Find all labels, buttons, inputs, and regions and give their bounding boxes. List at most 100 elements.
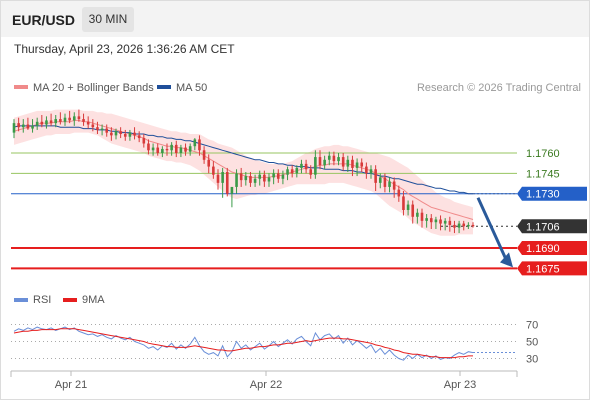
candle-body bbox=[337, 157, 340, 162]
x-axis: Apr 21 Apr 22 Apr 23 bbox=[10, 370, 518, 391]
candle-body bbox=[369, 169, 373, 174]
candle-body bbox=[212, 166, 215, 175]
candle-body bbox=[383, 177, 387, 187]
candle-body bbox=[91, 124, 95, 128]
candle-body bbox=[35, 121, 39, 126]
rsi-series-RSI bbox=[13, 326, 474, 361]
candle-body bbox=[429, 218, 433, 223]
candle-body bbox=[388, 181, 391, 187]
candle-body bbox=[221, 172, 224, 183]
candle-body bbox=[82, 119, 85, 122]
candle-body bbox=[406, 204, 410, 210]
ma50-line bbox=[13, 125, 473, 195]
candle-body bbox=[471, 224, 475, 227]
candle-body bbox=[402, 196, 405, 210]
legend-rsi-ma-swatch bbox=[63, 298, 77, 302]
candle-body bbox=[110, 132, 113, 136]
candle-body bbox=[253, 178, 257, 183]
forecast-arrow bbox=[476, 197, 513, 268]
level-tag-1.1745: 1.1745 bbox=[526, 168, 560, 180]
candle-body bbox=[318, 157, 322, 166]
candle-body bbox=[184, 147, 187, 152]
candle-body bbox=[290, 169, 294, 174]
candle-body bbox=[425, 218, 428, 221]
rsi-series-9MA bbox=[13, 328, 473, 359]
candle-body bbox=[411, 204, 415, 217]
candle-body bbox=[179, 147, 183, 153]
candle-body bbox=[147, 143, 150, 151]
candle-body bbox=[142, 138, 146, 144]
candle-body bbox=[267, 177, 271, 182]
candle-body bbox=[165, 148, 169, 151]
candle-body bbox=[59, 119, 62, 122]
forecast-arrow-head bbox=[500, 252, 513, 268]
candle-body bbox=[17, 123, 20, 128]
candle-body bbox=[12, 123, 16, 133]
candle-body bbox=[216, 174, 220, 183]
candle-body bbox=[161, 148, 164, 153]
x-tick-label: Apr 23 bbox=[444, 379, 476, 391]
level-tags: 1.1760 1.1745 1.1730 1.1706 1.1690 1.1675 bbox=[517, 148, 587, 276]
candle-body bbox=[119, 131, 122, 134]
candle-body bbox=[309, 169, 313, 175]
candle-body bbox=[258, 174, 262, 179]
candle-body bbox=[314, 157, 317, 175]
candle-body bbox=[230, 186, 234, 194]
legend-rsi-label: RSI bbox=[33, 294, 51, 306]
legend-rsi-swatch bbox=[14, 298, 28, 302]
level-tag-1.1690: 1.1690 bbox=[526, 243, 560, 255]
legend-ma20-label: MA 20 + Bollinger Bands bbox=[33, 82, 154, 94]
candle-body bbox=[439, 219, 442, 224]
bollinger-band-fill bbox=[14, 109, 473, 236]
candle-body bbox=[457, 223, 461, 228]
candle-body bbox=[156, 147, 160, 153]
candle-body bbox=[128, 132, 132, 137]
candle-body bbox=[235, 173, 238, 187]
candle-body bbox=[193, 139, 197, 147]
candle-body bbox=[453, 224, 456, 228]
level-tag-1.1706: 1.1706 bbox=[526, 221, 560, 233]
forecast-arrow-shaft bbox=[476, 197, 508, 260]
candle-body bbox=[327, 155, 331, 160]
header-bar: EUR/USD 30 MIN bbox=[1, 1, 589, 37]
rsi-panel: 70 50 30 bbox=[11, 320, 538, 366]
candle-body bbox=[100, 128, 104, 130]
candlesticks bbox=[12, 109, 475, 234]
level-tag-1.1675: 1.1675 bbox=[526, 263, 560, 275]
candle-body bbox=[420, 212, 424, 221]
timeframe-button[interactable]: 30 MIN bbox=[82, 7, 134, 32]
candle-body bbox=[68, 117, 71, 121]
candle-body bbox=[239, 173, 243, 181]
candle-body bbox=[188, 146, 192, 152]
symbol-title: EUR/USD bbox=[12, 12, 76, 28]
candle-body bbox=[443, 220, 447, 224]
candle-body bbox=[174, 144, 178, 153]
candle-body bbox=[392, 181, 396, 190]
candle-body bbox=[96, 127, 99, 130]
candle-body bbox=[448, 220, 452, 225]
candle-body bbox=[225, 172, 229, 194]
legend-ma50-swatch bbox=[157, 85, 171, 89]
level-tag-1.1730: 1.1730 bbox=[526, 189, 560, 201]
candle-body bbox=[77, 116, 81, 120]
candle-body bbox=[86, 121, 90, 125]
candle-body bbox=[26, 124, 30, 129]
candle-body bbox=[263, 174, 266, 182]
candle-body bbox=[462, 223, 466, 227]
candle-body bbox=[49, 120, 53, 124]
candle-body bbox=[467, 224, 470, 227]
timestamp: Thursday, April 23, 2026 1:36:26 AM CET bbox=[14, 42, 235, 56]
candle-body bbox=[304, 163, 308, 170]
candle-body bbox=[272, 173, 275, 178]
candle-body bbox=[21, 124, 25, 128]
level-tag-1.1760: 1.1760 bbox=[526, 148, 560, 160]
credit-text: Research © 2026 Trading Central bbox=[417, 82, 581, 94]
candle-body bbox=[346, 159, 350, 167]
candle-body bbox=[137, 135, 141, 139]
rsi-tick-50: 50 bbox=[526, 337, 538, 349]
candle-body bbox=[351, 159, 354, 168]
x-tick-label: Apr 22 bbox=[250, 379, 282, 391]
candle-body bbox=[244, 176, 248, 181]
candle-body bbox=[355, 162, 359, 168]
